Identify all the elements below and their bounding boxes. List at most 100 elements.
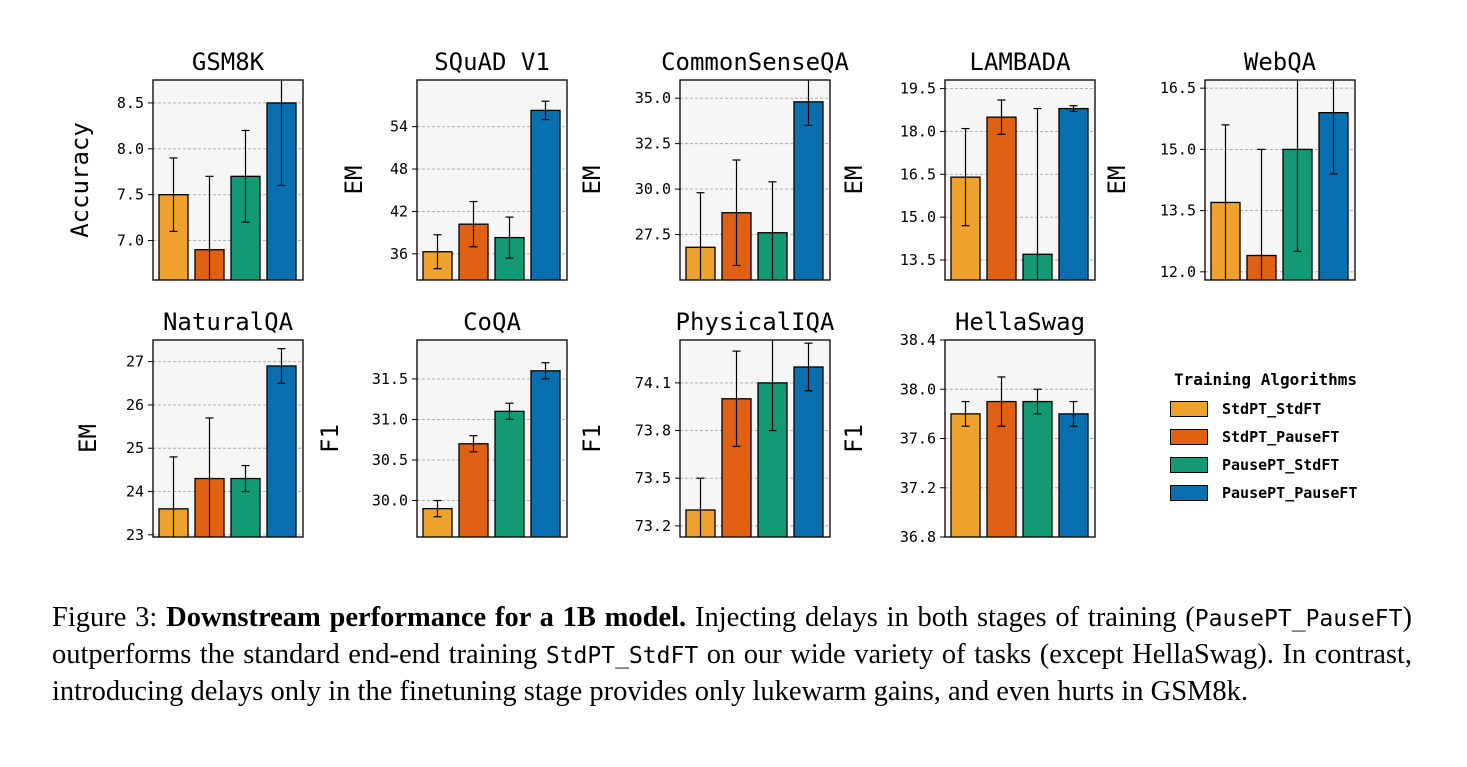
bars: [685, 340, 824, 537]
bar-PausePT_StdFT: [1022, 400, 1053, 537]
bar-PausePT_PauseFT: [793, 366, 824, 537]
legend-item-0: StdPT_StdFT: [1164, 395, 1404, 423]
y-tick-label: 73.2: [635, 517, 671, 535]
caption-text-1: Injecting delays in both stages of train…: [686, 602, 1195, 633]
y-axis-label: EM: [578, 166, 606, 195]
caption-text-3: on our wide variety of tasks (except Hel…: [52, 639, 1412, 707]
bar-PausePT_StdFT: [494, 410, 525, 537]
legend-label-3: PausePT_PauseFT: [1222, 484, 1358, 502]
y-tick-label: 13.5: [900, 251, 936, 269]
y-tick-label: 13.5: [1160, 202, 1196, 220]
legend-swatch-2: [1170, 457, 1208, 473]
y-tick-label: 8.5: [117, 94, 144, 112]
y-tick-label: 36.8: [900, 528, 936, 546]
bars: [1210, 80, 1349, 280]
caption-bold: Downstream performance for a 1B model.: [166, 602, 687, 633]
y-tick-label: 27.5: [635, 226, 671, 244]
figure-caption: Figure 3: Downstream performance for a 1…: [52, 600, 1412, 710]
chart-2: 27.5 30.0 32.5 35.0 CommonSenseQA EM: [578, 48, 849, 281]
charts-svg: 7.0 7.5 8.0 8.5 GSM8K Accuracy 36 42 48 54 SQuAD V…: [66, 48, 1356, 546]
caption-mono-1: PausePT_PauseFT: [1194, 606, 1403, 632]
chart-title: GSM8K: [192, 48, 265, 76]
y-tick-label: 19.5: [900, 80, 936, 98]
plot-frame: [152, 339, 304, 538]
chart-8: 36.8 37.2 37.6 38.0 38.4 HellaSwag F1: [840, 308, 1096, 546]
bars: [422, 100, 561, 280]
y-tick-label: 42: [390, 202, 408, 220]
y-axis-label: F1: [578, 424, 606, 453]
y-tick-label: 37.6: [900, 430, 936, 448]
y-tick-label: 25: [126, 439, 144, 457]
y-axis-label: EM: [74, 424, 102, 453]
y-axis-label: EM: [340, 166, 368, 195]
y-tick-label: 30.0: [635, 180, 671, 198]
legend-item-3: PausePT_PauseFT: [1164, 479, 1404, 507]
y-tick-label: 35.0: [635, 89, 671, 107]
plot-frame: [944, 79, 1096, 281]
y-tick-label: 30.0: [372, 492, 408, 510]
chart-1: 36 42 48 54 SQuAD V1 EM: [340, 48, 568, 281]
caption-mono-2: StdPT_StdFT: [545, 643, 699, 669]
y-axis-label: EM: [840, 166, 868, 195]
bars: [950, 376, 1089, 537]
y-axis-label: F1: [316, 424, 344, 453]
bar-PausePT_PauseFT: [266, 365, 297, 537]
y-tick-label: 26: [126, 396, 144, 414]
chart-6: 30.0 30.5 31.0 31.5 CoQA F1: [316, 308, 568, 538]
plot-frame: [152, 79, 304, 281]
legend-title: Training Algorithms: [1174, 370, 1358, 389]
y-tick-label: 7.5: [117, 186, 144, 204]
y-tick-label: 73.8: [635, 422, 671, 440]
legend-swatch-1: [1170, 429, 1208, 445]
bars: [422, 362, 561, 537]
y-tick-label: 8.0: [117, 140, 144, 158]
y-tick-label: 15.0: [900, 208, 936, 226]
chart-title: SQuAD V1: [434, 48, 550, 76]
plot-frame: [416, 79, 568, 281]
chart-title: PhysicalIQA: [676, 308, 835, 336]
chart-title: CoQA: [463, 308, 521, 336]
chart-5: 23 24 25 26 27 NaturalQA EM: [74, 308, 304, 544]
plot-frame: [1204, 79, 1356, 281]
caption-prefix: Figure 3:: [52, 602, 167, 633]
y-tick-label: 36: [390, 245, 408, 263]
legend-label-1: StdPT_PauseFT: [1222, 428, 1340, 446]
bar-StdPT_PauseFT: [458, 443, 489, 537]
y-tick-label: 48: [390, 160, 408, 178]
legend-item-2: PausePT_StdFT: [1164, 451, 1404, 479]
legend: Training Algorithms StdPT_StdFT StdPT_Pa…: [1164, 370, 1404, 507]
chart-title: WebQA: [1244, 48, 1317, 76]
y-axis-label: F1: [840, 424, 868, 453]
y-tick-label: 23: [126, 526, 144, 544]
bars: [158, 80, 297, 280]
bar-PausePT_PauseFT: [1058, 107, 1089, 280]
plot-frame: [416, 339, 568, 538]
y-tick-label: 74.1: [635, 374, 671, 392]
chart-7: 73.2 73.5 73.8 74.1 PhysicalIQA F1: [578, 308, 835, 538]
y-tick-label: 30.5: [372, 451, 408, 469]
bars: [950, 99, 1089, 280]
legend-item-1: StdPT_PauseFT: [1164, 423, 1404, 451]
y-tick-label: 73.5: [635, 469, 671, 487]
chart-title: LAMBADA: [969, 48, 1071, 76]
y-tick-label: 54: [390, 118, 408, 136]
y-tick-label: 27: [126, 353, 144, 371]
y-tick-label: 31.0: [372, 410, 408, 428]
legend-label-2: PausePT_StdFT: [1222, 456, 1340, 474]
y-tick-label: 37.2: [900, 479, 936, 497]
legend-swatch-3: [1170, 485, 1208, 501]
bar-StdPT_StdFT: [950, 413, 981, 537]
y-tick-label: 18.0: [900, 122, 936, 140]
bar-PausePT_PauseFT: [530, 370, 561, 537]
y-tick-label: 38.4: [900, 331, 936, 349]
bar-PausePT_PauseFT: [530, 109, 561, 280]
y-tick-label: 16.5: [1160, 79, 1196, 97]
y-axis-label: Accuracy: [66, 122, 94, 238]
chart-title: NaturalQA: [163, 308, 294, 336]
chart-title: HellaSwag: [955, 308, 1085, 336]
chart-0: 7.0 7.5 8.0 8.5 GSM8K Accuracy: [66, 48, 304, 281]
y-axis-label: EM: [1103, 166, 1131, 195]
y-tick-label: 24: [126, 483, 144, 501]
legend-label-0: StdPT_StdFT: [1222, 400, 1322, 418]
